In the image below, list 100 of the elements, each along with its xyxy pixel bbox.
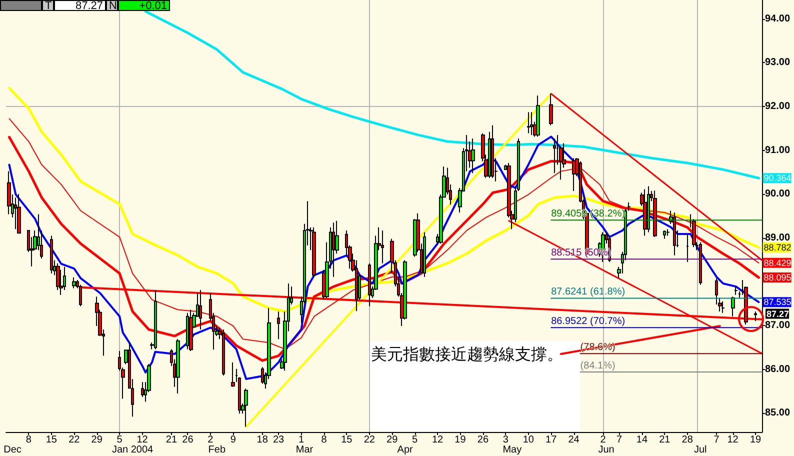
x2-tick-label: Mar	[296, 444, 314, 456]
x-tick-label: 9	[230, 434, 236, 446]
y-tick-label: 94.00	[765, 13, 790, 24]
data-label: 88.782	[764, 242, 792, 252]
candlestick	[653, 190, 657, 238]
candlestick	[261, 366, 264, 384]
x-tick-label: 5	[412, 434, 418, 446]
x-tick-label: 12	[432, 434, 444, 446]
y-tick-label: 87.00	[765, 320, 790, 332]
candlestick	[572, 158, 576, 192]
x2-tick-label: Dec	[4, 444, 22, 456]
candlestick	[14, 197, 17, 230]
x-tick-label: 8	[26, 434, 32, 446]
y-tick-label: 89.00	[765, 232, 790, 244]
x-tick-label: 26	[477, 434, 489, 446]
candlestick	[530, 112, 533, 136]
series-label: 86.9522 (70.7%)	[551, 316, 626, 328]
series-label: 87.6241 (61.8%)	[551, 286, 626, 298]
annotation: +0.01	[118, 0, 170, 12]
candlestick	[381, 230, 384, 264]
candlestick	[312, 226, 316, 278]
x-tick-label: 10	[522, 434, 534, 446]
data-label: 87.535	[764, 297, 792, 308]
x-tick-label: 7	[616, 434, 622, 446]
annotation: 美元指數接近趨勢線支撐。	[371, 344, 563, 364]
x2-tick-label: Apr	[397, 444, 414, 456]
candlestick	[186, 312, 189, 350]
x-tick-label: 12	[727, 434, 739, 446]
x2-tick-label: Jul	[694, 444, 707, 456]
x-tick-label: 19	[454, 434, 466, 446]
candlestick	[731, 296, 735, 317]
x-tick-label: 17	[546, 434, 558, 446]
annotation: 87.27	[766, 309, 790, 320]
candlestick	[244, 388, 248, 428]
x-tick-label: 29	[386, 434, 398, 446]
candlestick	[536, 95, 540, 138]
candlestick	[527, 112, 530, 134]
x-tick-label: 14	[636, 434, 648, 446]
x2-tick-label: Jan 2004	[112, 444, 154, 456]
candlestick	[686, 233, 689, 263]
x-tick-label: 15	[46, 434, 58, 446]
x-tick-label: 7	[714, 434, 720, 446]
y-tick-label: 90.00	[765, 188, 790, 200]
candlestick	[673, 212, 676, 256]
candlestick	[277, 311, 280, 340]
x-tick-label: 1	[298, 434, 304, 446]
candlestick	[423, 232, 426, 278]
x2-tick-label: Jun	[598, 444, 614, 456]
data-label: 90.364	[764, 173, 792, 184]
candlestick	[17, 194, 21, 234]
x-tick-label: 2	[600, 434, 606, 446]
candlestick	[734, 286, 738, 296]
candlestick	[754, 311, 757, 322]
x-tick-label: 12	[136, 434, 148, 446]
x-tick-label: 22	[364, 434, 376, 446]
candlestick	[699, 242, 702, 286]
y-tick-label: 91.00	[765, 144, 790, 156]
x-tick-label: 21	[659, 434, 671, 446]
x-tick-label: 29	[91, 434, 103, 446]
candlestick	[56, 262, 60, 291]
x-tick-label: 19	[750, 434, 762, 446]
annotation: T	[42, 0, 54, 12]
y-tick-label: 86.00	[765, 364, 790, 375]
candlestick	[491, 124, 494, 178]
y-tick-label: 93.00	[765, 57, 790, 68]
candlestick	[643, 188, 647, 236]
annotation: 87.27	[54, 0, 106, 12]
data-label: 88.095	[764, 272, 792, 283]
x-tick-label: 23	[272, 434, 285, 446]
candlestick	[647, 186, 650, 233]
candlestick	[50, 235, 53, 274]
x-tick-label: 21	[166, 434, 178, 446]
x-tick-label: 15	[341, 434, 353, 446]
candlestick	[154, 290, 157, 350]
x-tick-label: 2	[208, 434, 214, 446]
candlestick	[231, 362, 235, 388]
candlestick	[72, 276, 76, 289]
x2-tick-label: Feb	[208, 444, 226, 456]
line-series	[144, 10, 760, 180]
data-label: 88.429	[764, 258, 792, 268]
y-tick-label: 92.00	[765, 100, 790, 112]
x-tick-label: 3	[502, 434, 509, 446]
candlestick	[332, 222, 335, 278]
x-tick-label: 26	[182, 434, 194, 446]
x-tick-label: 22	[68, 434, 80, 446]
x-tick-label: 18	[256, 434, 268, 446]
x-tick-label: 24	[568, 434, 580, 446]
x-tick-label: 5	[116, 434, 123, 446]
candlestick	[7, 170, 11, 215]
candlestick	[666, 228, 670, 236]
candlestick	[471, 138, 475, 174]
candlestick	[721, 300, 725, 314]
annotation: N	[106, 0, 118, 12]
candlestick	[663, 230, 666, 240]
x2-tick-label: May	[502, 444, 522, 456]
x-tick-label: 28	[682, 434, 694, 446]
candlestick	[63, 266, 66, 291]
candlestick	[176, 338, 180, 394]
y-tick-label: 85.00	[765, 408, 790, 419]
x-tick-label: 8	[321, 434, 328, 446]
